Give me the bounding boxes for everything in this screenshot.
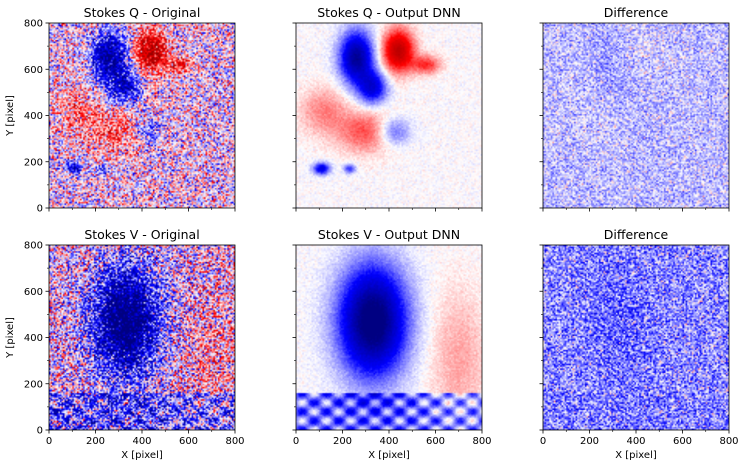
heatmap-image: [543, 23, 729, 208]
heatmap-image: [49, 245, 235, 430]
x-tick-label: 600: [426, 436, 445, 447]
x-axis-label: X [pixel]: [368, 450, 410, 461]
y-tick-label: 200: [24, 157, 43, 168]
panel-1: Stokes Q - Output DNN: [292, 5, 483, 212]
panel-title: Stokes V - Original: [84, 227, 199, 242]
heatmap-image: [543, 245, 729, 430]
y-axis-label: Y [pixel]: [5, 95, 16, 137]
y-tick-label: 0: [37, 204, 43, 215]
heatmap-image: [296, 245, 482, 430]
panel-3: Stokes V - Original 00 200 200 400 400 600 600 8…: [5, 227, 245, 461]
x-tick-label: 800: [719, 436, 738, 447]
y-tick-label: 600: [24, 65, 43, 76]
y-tick-label: 0: [37, 426, 43, 437]
y-tick-label: 400: [24, 111, 43, 122]
x-tick-label: 0: [293, 436, 299, 447]
panel-2: Difference: [539, 5, 730, 212]
panel-title: Stokes Q - Output DNN: [317, 5, 460, 20]
x-tick-label: 200: [333, 436, 352, 447]
x-tick-label: 600: [179, 436, 198, 447]
x-tick-label: 600: [673, 436, 692, 447]
x-tick-label: 0: [46, 436, 52, 447]
y-tick-label: 600: [24, 287, 43, 298]
heatmap-image: [296, 23, 482, 208]
panel-0: Stokes Q - Original 0 200 400 600 800 Y [pixel…: [5, 5, 236, 215]
x-tick-label: 800: [225, 436, 244, 447]
x-tick-label: 400: [626, 436, 645, 447]
x-tick-label: 200: [580, 436, 599, 447]
x-tick-label: 200: [86, 436, 105, 447]
panel-title: Stokes Q - Original: [84, 5, 201, 20]
panel-4: Stokes V - Output DNN 0 200 400 600 800 X [pix…: [292, 227, 492, 461]
panel-title: Difference: [604, 5, 669, 20]
x-axis-label: X [pixel]: [615, 450, 657, 461]
panel-5: Difference 0 200 400 600 800 X [pixel]: [539, 227, 739, 461]
y-tick-label: 800: [24, 19, 43, 30]
x-tick-label: 400: [132, 436, 151, 447]
y-axis-label: Y [pixel]: [5, 317, 16, 359]
x-tick-label: 400: [379, 436, 398, 447]
x-axis-label: X [pixel]: [121, 450, 163, 461]
x-tick-label: 800: [472, 436, 491, 447]
heatmap-image: [49, 23, 235, 208]
y-tick-label: 200: [24, 379, 43, 390]
panel-title: Stokes V - Output DNN: [318, 227, 460, 242]
x-tick-label: 0: [540, 436, 546, 447]
y-tick-label: 800: [24, 241, 43, 252]
y-tick-label: 400: [24, 333, 43, 344]
panel-title: Difference: [604, 227, 669, 242]
